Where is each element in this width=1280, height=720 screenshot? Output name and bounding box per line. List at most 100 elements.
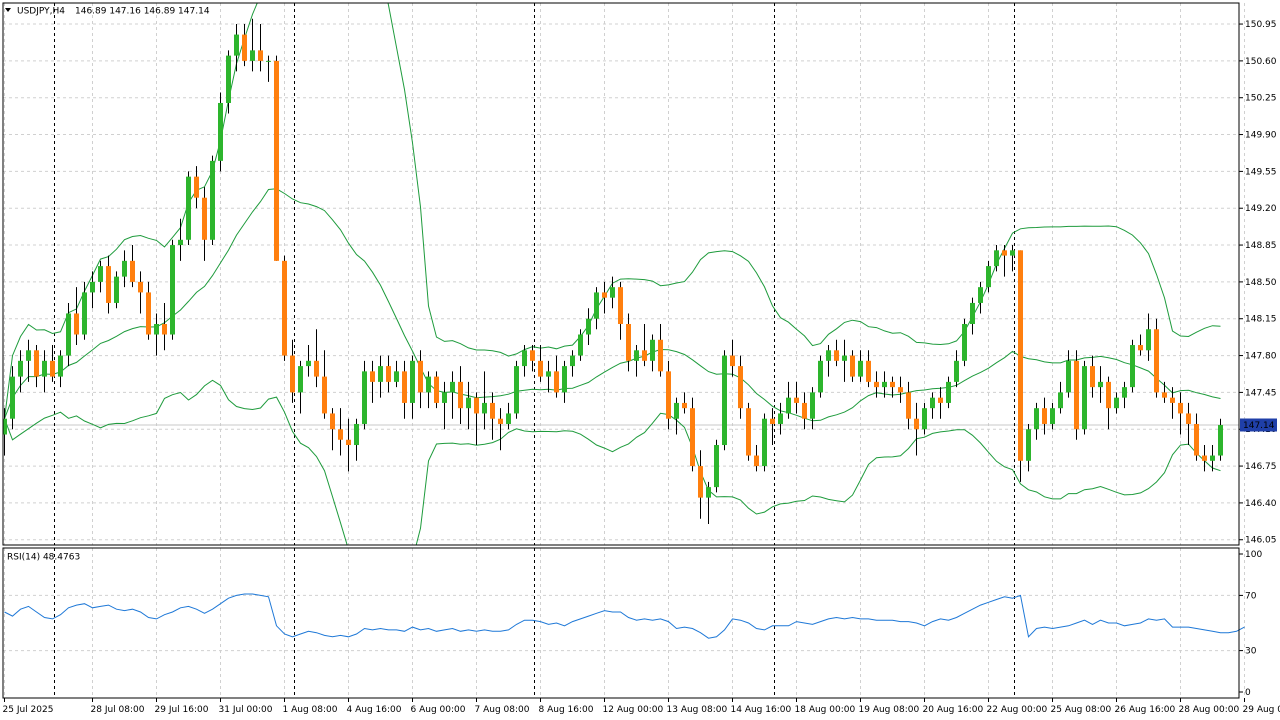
candle xyxy=(810,387,815,430)
candle-body xyxy=(922,408,927,430)
candle xyxy=(1194,413,1199,461)
grid-lines xyxy=(3,3,1245,698)
time-axis[interactable]: 25 Jul 2025 28 Jul 08:00 29 Jul 16:00 31 Ju… xyxy=(3,698,1280,715)
time-tick-label: 28 Aug 00:00 xyxy=(1179,705,1240,715)
price-tick-label: 148.50 xyxy=(1245,278,1277,288)
candle-body xyxy=(354,423,359,446)
candle-body xyxy=(274,60,279,261)
candle xyxy=(1074,350,1079,440)
candle xyxy=(698,450,703,519)
candle xyxy=(250,18,255,72)
candle xyxy=(818,355,823,398)
candle xyxy=(434,371,439,409)
candle-body xyxy=(154,323,159,335)
candle-body xyxy=(1034,408,1039,430)
candle xyxy=(658,323,663,377)
candle-body xyxy=(1002,250,1007,256)
candle-body xyxy=(898,387,903,393)
candle-body xyxy=(634,350,639,361)
candle-body xyxy=(1074,360,1079,430)
candle xyxy=(1090,355,1095,398)
candle xyxy=(498,408,503,451)
candle-body xyxy=(482,402,487,414)
candle xyxy=(362,360,367,430)
time-tick-label: 29 Aug 08:00 xyxy=(1243,705,1280,715)
candle xyxy=(266,55,271,82)
candle-body xyxy=(890,381,895,388)
candle-body xyxy=(834,350,839,361)
candle xyxy=(186,171,191,246)
candle-body xyxy=(882,381,887,388)
candlesticks xyxy=(3,18,1223,524)
candle-body xyxy=(850,355,855,377)
price-axis[interactable]: 150.95 150.60 150.25 149.90 149.55 149.20 148.… xyxy=(1239,20,1277,546)
candle xyxy=(938,387,943,419)
candle xyxy=(10,366,15,430)
candle-body xyxy=(1090,366,1095,388)
candle xyxy=(986,260,991,293)
price-tick-label: 148.85 xyxy=(1245,241,1277,251)
candle-body xyxy=(1178,402,1183,414)
candle-body xyxy=(842,355,847,361)
candle xyxy=(906,381,911,430)
candle xyxy=(634,345,639,377)
candle-body xyxy=(706,487,711,498)
candle xyxy=(1130,339,1135,393)
candle xyxy=(554,355,559,398)
candle xyxy=(1138,334,1143,356)
candle xyxy=(1002,245,1007,277)
candle xyxy=(3,408,7,456)
candle-body xyxy=(994,250,999,267)
rsi-axis: 100 70 30 0 xyxy=(1239,550,1262,698)
candle xyxy=(898,376,903,403)
candle-body xyxy=(50,360,55,377)
candle-body xyxy=(498,418,503,424)
candle-body xyxy=(954,360,959,382)
price-badge-bg xyxy=(1240,418,1277,432)
candle xyxy=(522,345,527,377)
candle-body xyxy=(1186,413,1191,424)
candle-body xyxy=(290,355,295,393)
candle xyxy=(226,50,231,114)
candle xyxy=(34,345,39,388)
candle xyxy=(26,339,31,382)
candle-body xyxy=(866,360,871,382)
candle-body xyxy=(546,371,551,377)
time-tick-label: 7 Aug 08:00 xyxy=(475,705,530,715)
candle xyxy=(1210,445,1215,472)
period-separators xyxy=(54,3,1015,698)
candle-body xyxy=(650,339,655,361)
candle-body xyxy=(962,323,967,361)
candle-body xyxy=(42,360,47,377)
time-tick-label: 25 Jul 2025 xyxy=(3,705,54,715)
caret-down-icon[interactable] xyxy=(5,8,11,12)
candle xyxy=(866,350,871,388)
candle xyxy=(330,408,335,451)
candle xyxy=(1218,418,1223,461)
candle xyxy=(618,281,623,340)
candle xyxy=(1042,397,1047,435)
candle xyxy=(802,392,807,430)
candle xyxy=(450,371,455,419)
candle xyxy=(202,187,207,261)
candle-body xyxy=(426,376,431,393)
candle xyxy=(922,402,927,435)
candle-body xyxy=(1162,392,1167,398)
candle xyxy=(642,323,647,367)
candle-body xyxy=(418,360,423,393)
candle xyxy=(402,360,407,419)
candle xyxy=(714,439,719,493)
candle-body xyxy=(1010,250,1015,256)
candle-body xyxy=(26,350,31,361)
candle-body xyxy=(794,397,799,403)
candle xyxy=(1162,381,1167,403)
candle xyxy=(586,308,591,346)
candle-body xyxy=(522,350,527,367)
candle-body xyxy=(1170,397,1175,403)
candle xyxy=(314,329,319,388)
bollinger-middle xyxy=(4,188,1221,422)
candle xyxy=(426,371,431,409)
candle-body xyxy=(138,281,143,293)
rsi-frame xyxy=(2,547,1240,699)
